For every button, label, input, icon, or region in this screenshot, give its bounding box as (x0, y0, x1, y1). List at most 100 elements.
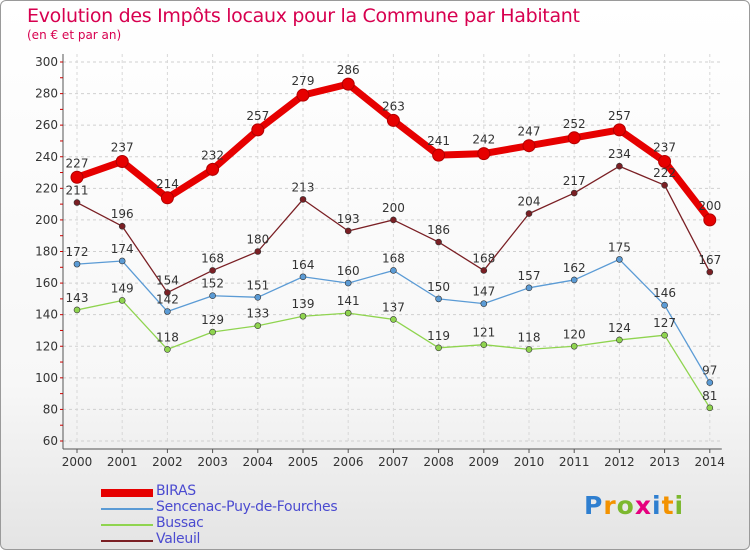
data-point (115, 154, 129, 168)
data-label: 162 (563, 261, 586, 275)
y-tick-label: 80 (43, 402, 58, 416)
data-label: 157 (518, 269, 541, 283)
data-label: 200 (382, 201, 405, 215)
data-point (164, 346, 171, 353)
data-label: 146 (653, 286, 676, 300)
data-label: 257 (246, 109, 269, 123)
data-label: 263 (382, 99, 405, 113)
data-label: 137 (382, 300, 405, 314)
data-point (299, 273, 307, 281)
data-label: 175 (608, 240, 631, 254)
data-point (570, 189, 578, 197)
data-point (164, 308, 171, 315)
data-label: 227 (66, 156, 89, 170)
data-label: 143 (66, 291, 89, 305)
logo-letter: r (603, 491, 617, 520)
data-point (525, 210, 533, 217)
data-point (118, 297, 126, 304)
data-label: 242 (472, 133, 495, 147)
data-label: 174 (111, 242, 134, 256)
legend-label: BIRAS (156, 483, 196, 499)
data-point (386, 113, 400, 127)
data-label: 141 (337, 294, 360, 308)
data-point (570, 276, 578, 284)
data-label: 120 (563, 327, 586, 341)
x-tick-label: 2010 (514, 455, 545, 469)
data-label: 286 (337, 63, 360, 77)
data-point (480, 341, 488, 348)
logo-letter: P (584, 491, 604, 520)
data-point (160, 191, 174, 205)
data-point (390, 316, 397, 323)
data-label: 133 (246, 307, 269, 321)
data-label: 97 (702, 364, 717, 378)
data-label: 150 (427, 280, 450, 294)
data-label: 200 (698, 199, 721, 213)
data-label: 127 (653, 316, 676, 330)
data-point (661, 301, 668, 309)
data-point (616, 336, 623, 344)
data-point (73, 260, 81, 268)
data-label: 119 (427, 329, 450, 343)
data-point (480, 300, 488, 307)
data-label: 204 (518, 195, 541, 209)
logo-letter: i (652, 491, 662, 520)
data-label: 118 (518, 330, 541, 344)
data-point (344, 279, 352, 287)
data-label: 234 (608, 147, 631, 161)
data-label: 180 (246, 233, 269, 247)
y-tick-label: 280 (35, 87, 58, 101)
chart-subtitle: (en € et par an) (27, 28, 122, 42)
y-tick-label: 100 (35, 371, 58, 385)
data-label: 121 (472, 326, 495, 340)
data-point (70, 170, 84, 184)
data-label: 279 (292, 74, 315, 88)
data-label: 222 (653, 166, 676, 180)
x-tick-label: 2007 (378, 455, 409, 469)
y-tick-label: 120 (35, 339, 58, 353)
data-label: 232 (201, 148, 224, 162)
data-point (435, 344, 442, 352)
x-tick-label: 2005 (288, 455, 319, 469)
data-label: 147 (472, 285, 495, 299)
legend-label: Sencenac-Puy-de-Fourches (156, 499, 338, 515)
data-point (435, 238, 442, 246)
data-point (612, 123, 626, 137)
data-point (254, 293, 262, 301)
data-point (706, 404, 714, 412)
legend-swatch (101, 524, 153, 526)
data-label: 213 (292, 180, 315, 194)
data-point (477, 147, 491, 161)
data-point (390, 267, 397, 274)
y-tick-label: 140 (35, 308, 58, 322)
data-point (209, 267, 216, 274)
y-tick-label: 200 (35, 213, 58, 227)
data-label: 164 (292, 258, 315, 272)
data-point (209, 292, 216, 300)
y-tick-label: 300 (35, 55, 58, 69)
data-point (567, 131, 581, 145)
data-label: 160 (337, 264, 360, 278)
x-tick-label: 2000 (62, 455, 93, 469)
x-tick-label: 2013 (649, 455, 680, 469)
data-point (251, 123, 265, 137)
x-tick-label: 2009 (469, 455, 500, 469)
data-point (706, 268, 714, 276)
data-point (658, 154, 672, 168)
data-label: 149 (111, 281, 134, 295)
data-label: 214 (156, 177, 179, 191)
data-point (480, 267, 488, 274)
data-point (299, 196, 307, 203)
data-point (164, 289, 171, 296)
data-point (118, 257, 126, 265)
x-tick-label: 2003 (197, 455, 228, 469)
data-label: 168 (201, 251, 224, 265)
data-label: 168 (472, 251, 495, 265)
data-point (435, 295, 442, 303)
data-point (522, 139, 536, 153)
data-label: 237 (653, 140, 676, 154)
y-tick-label: 240 (35, 150, 58, 164)
x-tick-label: 2014 (695, 455, 726, 469)
x-tick-label: 2001 (107, 455, 138, 469)
